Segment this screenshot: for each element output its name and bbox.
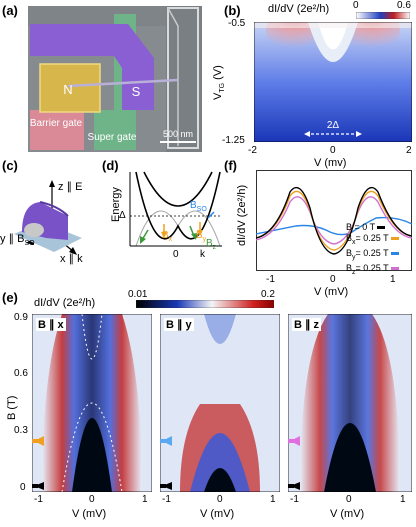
axis-x-label: x ∥ k xyxy=(60,253,83,265)
e3-xtick-mid: 0 xyxy=(346,494,352,505)
legend-bx: Bx= 0.25 T xyxy=(346,233,399,248)
colorbar-b xyxy=(356,12,410,19)
e3-xlabel: V (mV) xyxy=(330,508,365,520)
e1-xtick-mid: 0 xyxy=(89,494,95,505)
legend-by: By= 0.25 T xyxy=(346,248,399,263)
e1-xtick-left: -1 xyxy=(34,494,43,505)
panel-a-label: (a) xyxy=(2,3,18,18)
device-region-labels: N S Barrier gate Super gate 500 nm xyxy=(30,82,193,143)
d-xtick-zero: 0 xyxy=(173,249,179,260)
b-ylabel: VTG (V) xyxy=(212,65,227,100)
e-ytick-2: 0.3 xyxy=(14,425,28,436)
colorbar-b-max: 0.6 xyxy=(397,0,411,11)
e3-xtick-left: -1 xyxy=(290,494,299,505)
e3-xtick-right: 1 xyxy=(400,494,406,505)
panel-b-label: (b) xyxy=(224,3,241,18)
d-bso-label: BSO xyxy=(190,200,207,213)
b-xtick-mid: 0 xyxy=(330,145,336,156)
band-diagram xyxy=(129,171,222,247)
b-xlabel: V (mv) xyxy=(314,157,347,169)
e2-xlabel: V (mV) xyxy=(200,508,235,520)
panel-d-label: (d) xyxy=(102,158,119,173)
e2-xtick-left: -1 xyxy=(162,494,171,505)
d-bx-label: Bx xyxy=(162,230,173,243)
super-gate-label: Super gate xyxy=(88,132,137,143)
b-ytick-top: -0.5 xyxy=(228,18,246,29)
panel-e-label: (e) xyxy=(2,290,18,305)
device-sem-image: N S Barrier gate Super gate 500 nm xyxy=(28,6,202,152)
barrier-gate-label: Barrier gate xyxy=(30,118,83,129)
gate-map-plot: 2Δ xyxy=(254,22,412,142)
f-xtick-mid: 0 xyxy=(330,274,336,285)
region-s-label: S xyxy=(132,84,141,99)
b-xtick-left: -2 xyxy=(248,145,257,156)
scalebar-label: 500 nm xyxy=(163,129,193,139)
b-xtick-right: 2 xyxy=(406,145,412,156)
e-ytick-0: 0.9 xyxy=(14,312,28,323)
e1-xtick-right: 1 xyxy=(142,494,148,505)
colorbar-e xyxy=(136,300,274,308)
field-map-bx xyxy=(32,314,152,492)
d-delta-label: Δ xyxy=(119,210,126,221)
colorbar-e-max: 0.2 xyxy=(261,289,275,300)
e2-xtick-mid: 0 xyxy=(217,494,223,505)
f-xtick-left: -1 xyxy=(266,274,275,285)
field-map-by xyxy=(160,314,280,492)
colorbar-e-title: dI/dV (2e²/h) xyxy=(34,297,96,309)
gap-label: 2Δ xyxy=(327,120,340,131)
e1-xlabel: V (mV) xyxy=(72,508,107,520)
f-xtick-right: 1 xyxy=(390,274,396,285)
d-bz-label: Bz xyxy=(206,238,217,251)
f-xlabel: V (mV) xyxy=(314,286,349,298)
f-ylabel: dI/dV (2e²/h) xyxy=(236,184,248,246)
e-ytick-1: 0.6 xyxy=(14,368,28,379)
f-legend: B = 0 T Bx= 0.25 T By= 0.25 T Bz= 0.25 T xyxy=(346,222,399,277)
spectra-plot xyxy=(256,170,412,271)
region-n-label: N xyxy=(63,82,72,97)
colorbar-e-min: 0.01 xyxy=(128,289,148,300)
legend-bz: Bz= 0.25 T xyxy=(346,263,399,278)
colorbar-b-min: 0 xyxy=(353,0,359,11)
d-xlabel: k xyxy=(200,249,205,260)
tag-bz: B ∥ z xyxy=(292,318,322,331)
b-ytick-bottom: -1.25 xyxy=(222,135,245,146)
axis-z-label: z ∥ E xyxy=(58,181,83,193)
field-map-bz xyxy=(288,314,412,492)
e2-xtick-right: 1 xyxy=(270,494,276,505)
tag-by: B ∥ y xyxy=(164,318,194,331)
geometry-sketch xyxy=(14,180,82,255)
panel-c-label: (c) xyxy=(2,158,18,173)
e-ylabel: B (T) xyxy=(6,395,18,420)
d-by-label: By xyxy=(196,230,207,243)
panel-f-label: (f) xyxy=(224,158,237,173)
axis-y-label: y ∥ BSO xyxy=(0,233,35,248)
tag-bx: B ∥ x xyxy=(36,318,66,331)
e-ytick-3: 0 xyxy=(20,482,26,493)
colorbar-b-title: dI/dV (2e²/h) xyxy=(268,3,330,15)
legend-b0: B = 0 T xyxy=(346,222,399,233)
